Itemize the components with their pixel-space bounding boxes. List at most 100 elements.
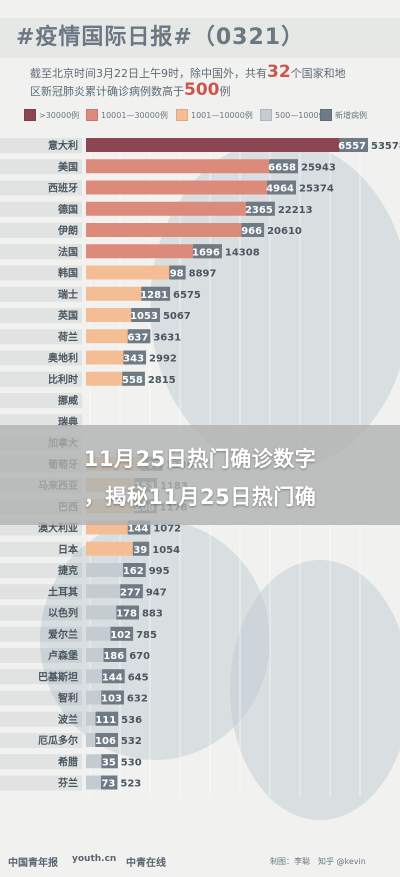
country-label-tab	[0, 626, 82, 642]
country-label: 芬兰	[57, 777, 78, 790]
new-cases-label: 102	[110, 630, 131, 641]
new-cases-label: 186	[103, 651, 124, 662]
new-cases-label: 6658	[268, 162, 296, 173]
new-cases-label: 637	[127, 332, 148, 343]
subtitle-text: 例	[219, 85, 231, 98]
new-cases-label: 144	[102, 672, 123, 683]
country-label: 智利	[58, 692, 78, 705]
legend-swatch	[320, 109, 332, 121]
country-label: 巴基斯坦	[38, 670, 78, 683]
country-label-tab	[0, 733, 82, 748]
watermark: 知乎 @kevin	[318, 857, 366, 866]
bar-new-cases	[122, 371, 145, 386]
total-label: 995	[149, 566, 170, 577]
legend-item: 1001—10000例	[176, 108, 253, 122]
legend-swatch	[24, 109, 36, 121]
new-cases-label: 277	[120, 587, 141, 598]
country-label-tab	[0, 775, 82, 791]
subtitle-text: 区新冠肺炎累计确诊病例数高于	[30, 85, 184, 98]
country-label: 英国	[57, 309, 78, 322]
country-label: 伊朗	[57, 224, 78, 237]
new-cases-label: 144	[127, 524, 148, 535]
country-label-tab	[0, 286, 82, 302]
new-cases-label: 73	[101, 779, 115, 790]
title-bar	[0, 18, 400, 58]
bar-new-cases	[169, 265, 186, 280]
bar-new-cases	[103, 648, 127, 662]
bar-new-cases	[101, 690, 124, 705]
total-label: 536	[121, 715, 142, 726]
total-label: 8897	[189, 269, 217, 280]
legend-swatch	[260, 109, 272, 121]
country-count: 32	[267, 62, 291, 82]
country-label: 德国	[57, 203, 78, 216]
country-label-tab	[0, 711, 82, 727]
headline-line-1: 11月25日热门确诊数字	[83, 447, 317, 471]
total-label: 532	[121, 736, 142, 747]
bar-new-cases	[132, 541, 150, 556]
new-cases-label: 162	[123, 566, 144, 577]
country-label-tab	[0, 138, 82, 153]
total-label: 25943	[301, 162, 336, 173]
total-label: 20610	[267, 226, 302, 237]
new-cases-label: 2365	[245, 205, 273, 216]
new-cases-label: 1053	[130, 311, 158, 322]
bar-new-cases	[110, 626, 134, 641]
total-label: 3631	[153, 332, 181, 343]
country-label: 瑞士	[58, 288, 78, 301]
country-label-tab	[0, 605, 82, 621]
new-cases-label: 35	[102, 757, 116, 768]
chart-credit: 制图：李聪	[270, 857, 310, 866]
footer: 中国青年报 youth.cn 中青在线 制图：李聪 知乎 @kevin	[0, 846, 400, 877]
total-label: 883	[142, 609, 163, 620]
new-cases-label: 6557	[338, 141, 366, 152]
country-label-tab	[0, 371, 82, 387]
total-label: 25374	[299, 184, 334, 195]
bar-new-cases	[267, 180, 297, 195]
country-label-tab	[0, 244, 82, 260]
new-cases-label: 558	[122, 375, 143, 386]
country-label-tab	[0, 265, 82, 281]
country-label-tab	[0, 159, 82, 175]
new-cases-label: 1281	[140, 290, 168, 301]
new-cases-label: 343	[123, 354, 144, 365]
legend-item: >30000例	[24, 108, 79, 122]
total-label: 5067	[163, 311, 191, 322]
total-label: 530	[121, 757, 142, 768]
case-threshold: 500	[184, 80, 220, 100]
country-label: 法国	[58, 245, 78, 258]
new-cases-label: 98	[170, 269, 184, 280]
bar-new-cases	[123, 563, 146, 577]
bar-total	[86, 223, 265, 237]
legend-label: 1001—10000例	[191, 110, 253, 120]
total-label: 670	[129, 651, 150, 662]
total-label: 523	[120, 779, 141, 790]
bar-new-cases	[339, 138, 368, 152]
legend-swatch	[86, 109, 98, 121]
bar-new-cases	[120, 584, 143, 599]
country-label: 日本	[58, 543, 79, 556]
legend-item: 10001—30000例	[86, 108, 168, 122]
country-label-tab	[0, 350, 82, 366]
subtitle-line-2: 区新冠肺炎累计确诊病例数高于500例	[30, 82, 380, 100]
legend-item: 500—1000例	[260, 108, 327, 122]
country-label: 土耳其	[48, 585, 78, 598]
country-label-tab	[0, 690, 82, 706]
country-label-tab	[0, 223, 82, 238]
legend-label: >30000例	[39, 110, 80, 120]
country-label-tab	[0, 201, 82, 217]
total-label: 632	[127, 694, 148, 705]
country-label: 美国	[58, 160, 78, 173]
bar-new-cases	[193, 244, 222, 259]
total-label: 1072	[153, 524, 181, 535]
country-label: 以色列	[48, 607, 78, 620]
total-label: 22213	[278, 205, 313, 216]
country-label-tab	[0, 308, 82, 323]
country-label-tab	[0, 754, 82, 770]
bar-new-cases	[116, 605, 139, 620]
total-label: 645	[128, 672, 149, 683]
headline-line-2: ，揭秘11月25日热门确	[83, 485, 317, 509]
bar-total	[86, 138, 368, 152]
country-label: 韩国	[58, 267, 78, 280]
country-label: 比利时	[48, 373, 78, 386]
